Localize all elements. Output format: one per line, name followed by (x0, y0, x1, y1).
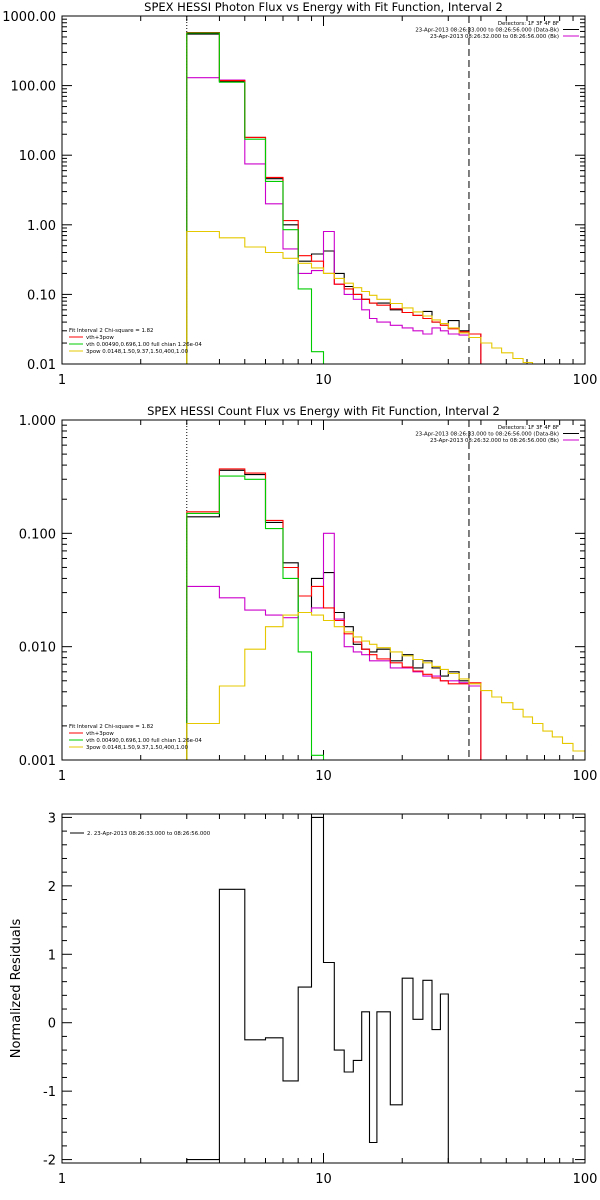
y-tick-label: 0.100 (19, 527, 56, 542)
panel-1: SPEX HESSI Photon Flux vs Energy with Fi… (2, 0, 597, 388)
x-tick-label: 10 (315, 769, 332, 784)
y-tick-label: 0.010 (19, 641, 56, 656)
y-tick-label: 0 (48, 1017, 56, 1032)
y-tick-label: 2 (48, 880, 56, 895)
series-line-4 (186, 475, 325, 760)
y-axis-label: Normalized Residuals (9, 919, 24, 1059)
legend-entry: 2. 23-Apr-2013 08:26:33.000 to 08:26:56.… (87, 831, 211, 837)
panel-2: SPEX HESSI Count Flux vs Energy with Fit… (19, 404, 598, 784)
legend-top-entry: 23-Apr-2013 08:26:33.000 to 08:26:56.000… (415, 28, 559, 34)
legend-top-entry: 23-Apr-2013 08:26:32.000 to 08:26:56.000… (430, 438, 559, 444)
legend-top-entry: 23-Apr-2013 08:26:33.000 to 08:26:56.000… (415, 432, 559, 438)
series-line-1 (186, 816, 449, 1163)
x-tick-label: 1 (58, 373, 66, 388)
series-group (186, 31, 553, 364)
series-line-2 (186, 77, 482, 364)
series-line-3 (186, 468, 482, 760)
x-tick-label: 10 (315, 1172, 332, 1187)
y-tick-label: 100.00 (11, 80, 57, 95)
x-tick-label: 100 (573, 769, 598, 784)
legend-bottom-entry: vth 0.00490,0.696,1.00 full chian 1.26e-… (86, 738, 202, 744)
plot-frame (61, 15, 586, 365)
y-tick-label: 1000.00 (2, 10, 56, 25)
legend-bottom-entry: Fit Interval 2 Chi-square = 1.82 (69, 328, 153, 334)
legend-top-entry: 23-Apr-2013 08:26:32.000 to 08:26:56.000… (430, 34, 559, 40)
series-line-2 (186, 532, 482, 760)
y-tick-label: 1.00 (27, 219, 56, 234)
x-tick-label: 10 (315, 373, 332, 388)
legend-top-entry: Detectors: 1F 3F 4F 8F (498, 21, 559, 27)
y-tick-label: 1 (48, 948, 56, 963)
series-line-5 (186, 230, 553, 364)
series-line-1 (186, 33, 482, 364)
series-line-3 (186, 31, 482, 364)
series-group (186, 468, 585, 760)
chart-title: SPEX HESSI Count Flux vs Energy with Fit… (147, 404, 500, 418)
y-tick-label: 0.10 (27, 288, 56, 303)
x-tick-label: 1 (58, 1172, 66, 1187)
legend-bottom-entry: Fit Interval 2 Chi-square = 1.82 (69, 724, 153, 730)
x-tick-label: 100 (573, 373, 598, 388)
legend-bottom-entry: vth+3pow (86, 731, 114, 737)
legend-bottom-entry: 3pow 0.0148,1.50,9.37,1.50,400,1.00 (86, 349, 189, 355)
legend-top-entry: Detectors: 1F 3F 4F 8F (498, 425, 559, 431)
y-tick-label: 3 (48, 811, 56, 826)
plot-frame (61, 813, 586, 1164)
legend-bottom-entry: vth+3pow (86, 335, 114, 341)
y-tick-label: 0.001 (19, 754, 56, 769)
series-group (186, 816, 449, 1163)
legend-bottom-entry: 3pow 0.0148,1.50,9.37,1.50,400,1.00 (86, 745, 189, 751)
plot-frame (61, 419, 586, 761)
series-line-4 (186, 32, 335, 364)
x-tick-label: 100 (573, 1172, 598, 1187)
y-tick-label: 0.01 (27, 358, 56, 373)
chart-title: SPEX HESSI Photon Flux vs Energy with Fi… (144, 0, 503, 14)
legend-bottom-entry: vth 0.00490,0.696,1.00 full chian 1.26e-… (86, 342, 202, 348)
series-line-5 (186, 611, 585, 760)
y-tick-label: -2 (43, 1154, 56, 1169)
y-tick-label: 1.000 (19, 414, 56, 429)
y-tick-label: 10.00 (19, 149, 56, 164)
x-tick-label: 1 (58, 769, 66, 784)
panel-3: Normalized Residuals 1 10 100 -2 -1 0 1 2 3 2. 23-… (9, 811, 597, 1187)
y-tick-label: -1 (43, 1085, 56, 1100)
